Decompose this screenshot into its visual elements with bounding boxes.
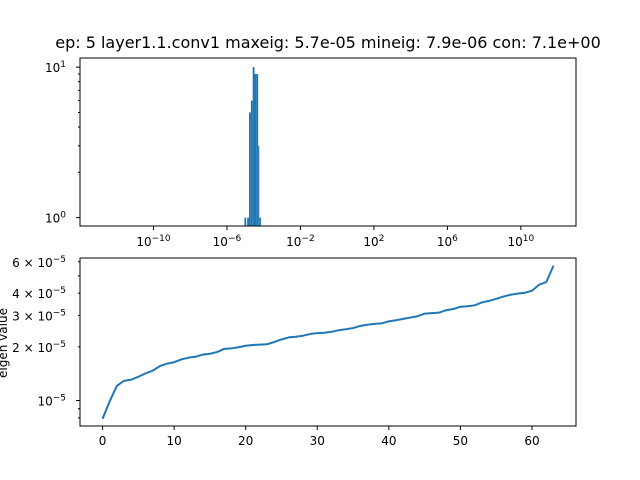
y-tick-label: 101: [45, 60, 66, 75]
x-tick-label: 60: [524, 434, 539, 448]
y-tick-label: 100: [45, 211, 66, 226]
x-tick-label: 1010: [508, 234, 535, 249]
y-tick-label: 2 × 10−5: [12, 340, 66, 355]
y-tick-label: 4 × 10−5: [12, 286, 66, 301]
y-tick-label-exponent: −5: [53, 340, 66, 350]
histogram-bar: [256, 74, 259, 226]
histogram-bars: [244, 67, 261, 226]
x-tick-label-exponent: 10: [523, 234, 535, 244]
histogram-axes-frame: [79, 57, 577, 227]
x-tick-label: 106: [437, 234, 458, 249]
x-tick-label-exponent: −2: [301, 234, 314, 244]
x-tick-label: 0: [99, 434, 107, 448]
x-tick-label-base: 10: [508, 235, 523, 249]
histogram-bar: [249, 112, 251, 226]
histogram-x-ticks: 10−10 10−6 10−2 102 106 1010: [136, 226, 535, 249]
y-tick-label-base: 4 × 10: [12, 287, 53, 301]
eigenvalue-line: [101, 265, 555, 420]
eigenvalue-y-ticks: 10−52 × 10−53 × 10−54 × 10−56 × 10−5: [12, 255, 80, 419]
y-tick-label-exponent: −5: [53, 286, 66, 296]
eigenvalue-axes-frame: [79, 257, 577, 427]
histogram-bar: [244, 217, 247, 226]
y-axis-label: eigen value: [0, 308, 10, 378]
y-tick-label: 6 × 10−5: [12, 255, 66, 270]
x-tick-label: 10−6: [213, 234, 242, 249]
x-tick-label-base: 10: [286, 235, 301, 249]
eigenvalue-panel: 0 10 20 30 40 50 60 10−52 × 10−53 × 10−54 × 10…: [0, 255, 577, 448]
x-tick-label-base: 10: [363, 235, 378, 249]
y-tick-label: 3 × 10−5: [12, 308, 66, 323]
x-tick-label-base: 10: [136, 235, 151, 249]
y-tick-label-exponent: −5: [53, 394, 66, 404]
x-tick-label-base: 10: [213, 235, 228, 249]
x-tick-label-exponent: −6: [228, 234, 242, 244]
eigenvalue-x-ticks: 0 10 20 30 40 50 60: [99, 426, 540, 448]
x-tick-label-exponent: 6: [452, 234, 458, 244]
y-tick-label-base: 3 × 10: [12, 309, 53, 323]
y-tick-label-base: 10: [45, 61, 60, 75]
histogram-bar: [259, 217, 261, 226]
x-tick-label: 102: [363, 234, 384, 249]
y-tick-label-base: 6 × 10: [12, 256, 53, 270]
x-tick-label: 50: [453, 434, 468, 448]
x-tick-label: 10−2: [286, 234, 315, 249]
y-tick-label: 10−5: [37, 394, 66, 409]
histogram-bar: [254, 74, 257, 226]
x-tick-label: 10: [166, 434, 181, 448]
y-tick-label-exponent: 0: [60, 211, 66, 221]
y-tick-label-exponent: −5: [53, 308, 66, 318]
x-tick-label: 10−10: [136, 234, 171, 249]
histogram-bar: [258, 145, 260, 226]
y-tick-label-base: 10: [37, 395, 52, 409]
y-tick-label-base: 10: [45, 212, 60, 226]
chart-title: ep: 5 layer1.1.conv1 maxeig: 5.7e-05 min…: [55, 33, 601, 52]
x-tick-label: 40: [381, 434, 396, 448]
x-tick-label-exponent: 2: [379, 234, 385, 244]
x-tick-label: 20: [238, 434, 253, 448]
eigenvalue-series: [101, 265, 555, 420]
y-tick-label-exponent: 1: [60, 60, 66, 70]
histogram-bar: [250, 100, 253, 226]
y-tick-label-exponent: −5: [53, 255, 66, 265]
histogram-panel: ep: 5 layer1.1.conv1 maxeig: 5.7e-05 min…: [45, 33, 601, 249]
x-tick-label-base: 10: [437, 235, 452, 249]
x-tick-label-exponent: −10: [152, 234, 171, 244]
x-tick-label: 30: [310, 434, 325, 448]
histogram-bar: [252, 67, 255, 226]
histogram-bar: [247, 217, 250, 226]
y-tick-label-base: 2 × 10: [12, 341, 53, 355]
